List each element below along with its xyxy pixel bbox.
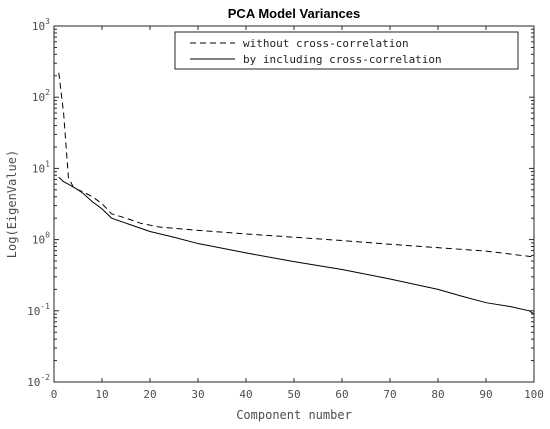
x-tick-label: 80 [431,388,444,401]
legend-box [174,31,519,70]
y-tick-label: 102 [32,88,50,104]
plot-frame [53,25,535,383]
y-axis-label: Log(EigenValue) [5,150,19,258]
x-tick-label: 30 [191,388,204,401]
legend-label-including-cross-correlation: by including cross-correlation [243,53,442,66]
series-line-including-cross-correlation [58,176,535,315]
axis-layer: 0 10 20 30 40 50 60 70 80 90 100 10-2 10-1 100 101 102 1… [27,17,544,401]
series-line-without-cross-correlation [58,72,535,258]
y-tick-label: 10-1 [27,302,50,318]
chart-title: PCA Model Variances [228,6,360,21]
y-tick-label: 103 [32,17,50,33]
x-tick-label: 20 [143,388,156,401]
x-tick-label: 50 [287,388,300,401]
x-tick-label: 40 [239,388,252,401]
x-tick-label: 60 [335,388,348,401]
legend-label-without-cross-correlation: without cross-correlation [243,37,409,50]
y-tick-label: 10-2 [27,373,50,389]
x-tick-label: 100 [524,388,544,401]
legend: without cross-correlation by including c… [174,31,519,70]
x-tick-label: 10 [95,388,108,401]
x-tick-label: 90 [479,388,492,401]
x-axis-label: Component number [236,408,352,422]
x-tick-label: 70 [383,388,396,401]
y-tick-label: 100 [32,231,50,247]
y-tick-label: 101 [32,159,50,175]
x-tick-label: 0 [51,388,58,401]
series-layer [58,72,535,315]
